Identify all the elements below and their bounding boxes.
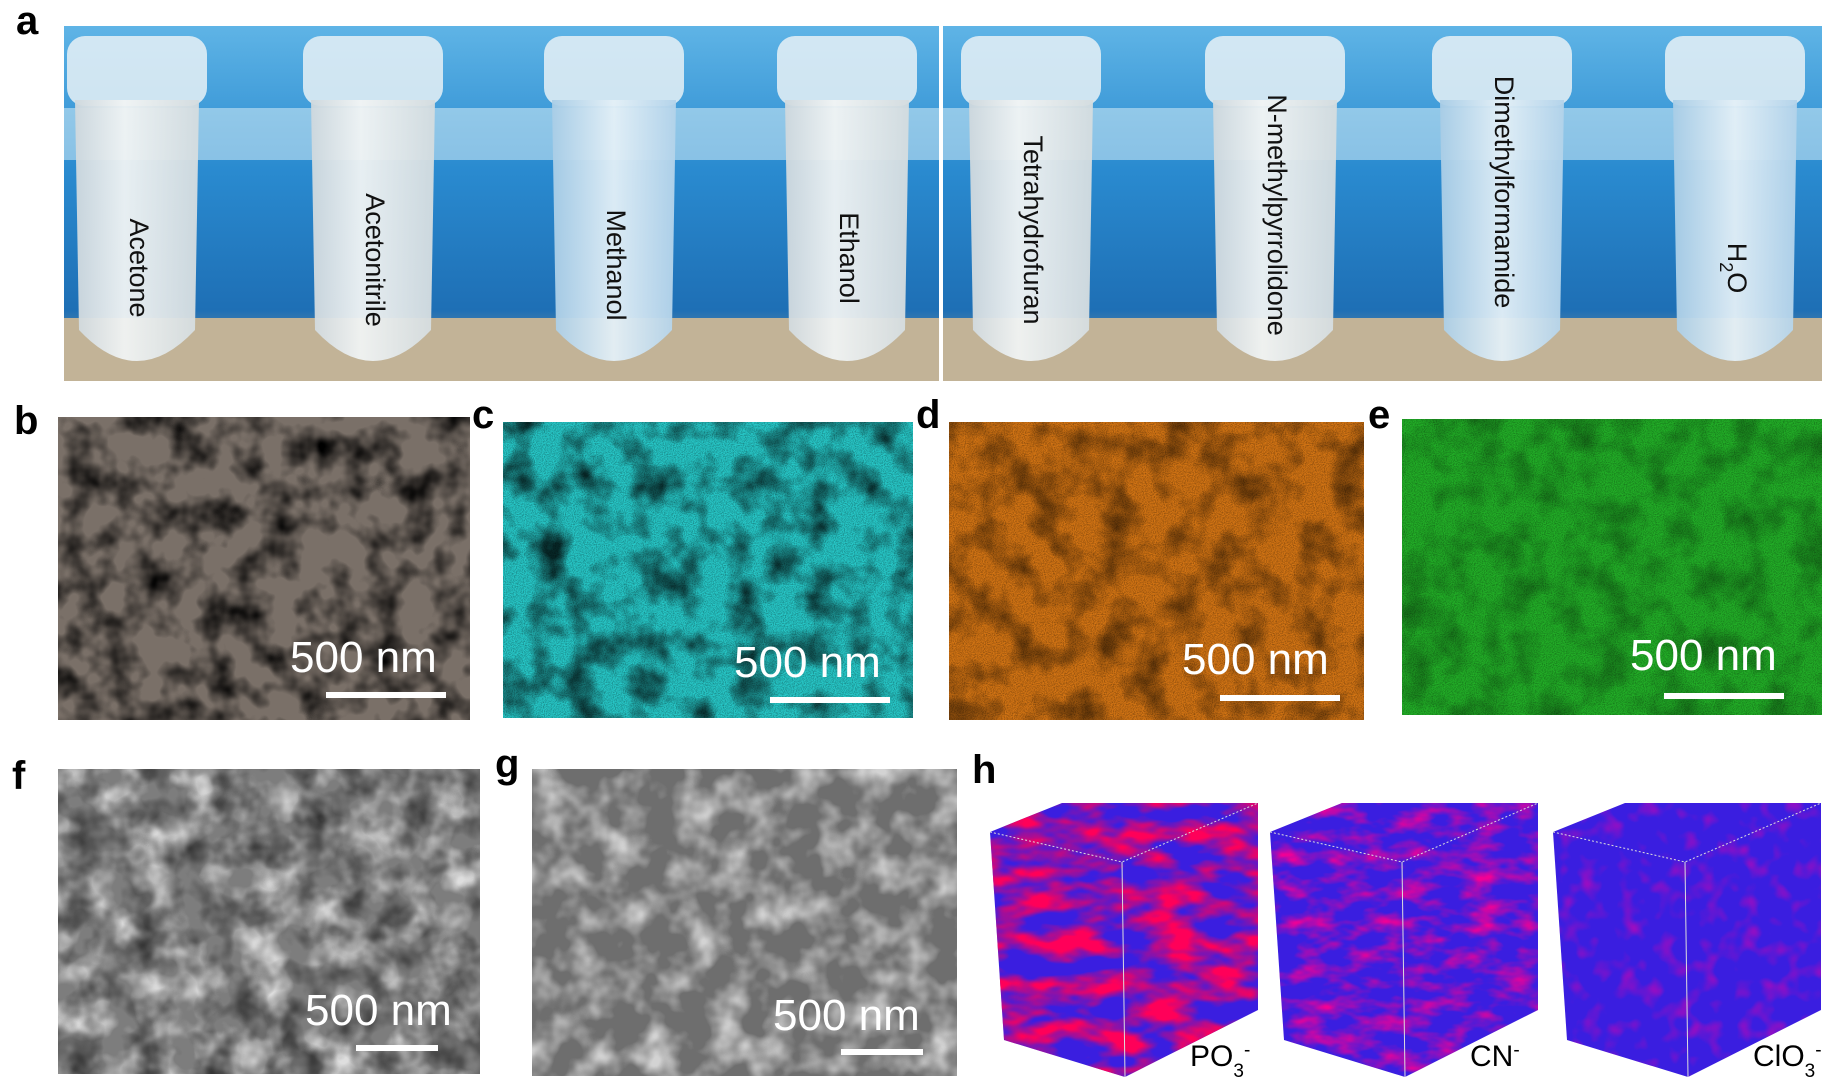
ion-label: PO3- bbox=[1190, 1040, 1250, 1082]
cube-0: PO3- bbox=[989, 802, 1259, 1082]
tube: Dimethylformamide bbox=[1432, 36, 1572, 361]
tube-cap bbox=[544, 36, 684, 106]
tube-cap bbox=[1432, 36, 1572, 106]
panel-label-a: a bbox=[16, 0, 39, 43]
tube: Acetone bbox=[67, 36, 207, 361]
tube: H2O bbox=[1665, 36, 1805, 361]
panel-label-b: b bbox=[14, 399, 38, 443]
panel-b-sem-image: 500 nm bbox=[58, 417, 470, 720]
panel-d-eds-map: 500 nm bbox=[949, 422, 1364, 720]
ion-label: CN- bbox=[1470, 1040, 1520, 1074]
scale-bar-label: 500 nm bbox=[773, 991, 920, 1040]
tube-body bbox=[552, 100, 676, 361]
panel-e-eds-map: 500 nm bbox=[1402, 419, 1822, 715]
scale-bar bbox=[356, 1045, 438, 1051]
solvent-label: Acetonitrile bbox=[360, 193, 390, 327]
panel-label-h: h bbox=[972, 748, 996, 792]
scale-bar bbox=[770, 697, 890, 703]
panel-g-sem-image: 500 nm bbox=[532, 769, 957, 1076]
tube: Methanol bbox=[544, 36, 684, 361]
tube-body bbox=[1440, 100, 1564, 361]
tube-body bbox=[785, 100, 909, 361]
panel-label-g: g bbox=[495, 742, 519, 786]
cube-1: CN- bbox=[1269, 802, 1539, 1078]
panel-label-e: e bbox=[1368, 393, 1390, 437]
tube-cap bbox=[1665, 36, 1805, 106]
tube-body bbox=[1673, 100, 1797, 361]
ion-label: ClO3- bbox=[1753, 1040, 1822, 1082]
panel-h-tof-sims-cubes: PO3- CN- ClO3- bbox=[989, 802, 1822, 1082]
scale-bar-label: 500 nm bbox=[290, 633, 437, 682]
panel-label-f: f bbox=[12, 754, 26, 798]
tube-cap bbox=[1205, 36, 1345, 106]
tube-cap bbox=[961, 36, 1101, 106]
solvent-label: Methanol bbox=[601, 209, 631, 320]
tube-cap bbox=[777, 36, 917, 106]
tube: Acetonitrile bbox=[303, 36, 443, 361]
scale-bar bbox=[841, 1049, 923, 1055]
tube-cap bbox=[303, 36, 443, 106]
scale-bar bbox=[1664, 693, 1784, 699]
tube: Ethanol bbox=[777, 36, 917, 361]
tube-body bbox=[75, 100, 199, 361]
panel-f-sem-image: 500 nm bbox=[58, 769, 480, 1074]
tube-body bbox=[311, 100, 435, 361]
solvent-label: Acetone bbox=[124, 218, 154, 317]
scale-bar-label: 500 nm bbox=[305, 986, 452, 1035]
scale-bar bbox=[326, 692, 446, 698]
scale-bar-label: 500 nm bbox=[1630, 631, 1777, 680]
tube-cap bbox=[67, 36, 207, 106]
scale-bar bbox=[1220, 695, 1340, 701]
scale-bar-label: 500 nm bbox=[734, 638, 881, 687]
panel-label-c: c bbox=[472, 393, 494, 437]
tube: Tetrahydrofuran bbox=[961, 36, 1101, 361]
panel-c-eds-map: 500 nm bbox=[503, 422, 913, 718]
scale-bar-label: 500 nm bbox=[1182, 635, 1329, 684]
cube-2: ClO3- bbox=[1552, 802, 1822, 1082]
solvent-label: N-methylpyrrolidone bbox=[1262, 94, 1292, 336]
water-label: H2O bbox=[1716, 243, 1752, 294]
solvent-label: Dimethylformamide bbox=[1489, 76, 1519, 309]
solvent-label: Tetrahydrofuran bbox=[1018, 135, 1048, 324]
tube-body bbox=[969, 100, 1093, 361]
solvent-label: Ethanol bbox=[834, 212, 864, 304]
tube: N-methylpyrrolidone bbox=[1205, 36, 1345, 361]
panel-a-photo: Acetone Acetonitrile Methanol Ethanol Tetrah… bbox=[64, 26, 1822, 381]
tube-body bbox=[1213, 100, 1337, 361]
panel-label-d: d bbox=[916, 393, 940, 437]
